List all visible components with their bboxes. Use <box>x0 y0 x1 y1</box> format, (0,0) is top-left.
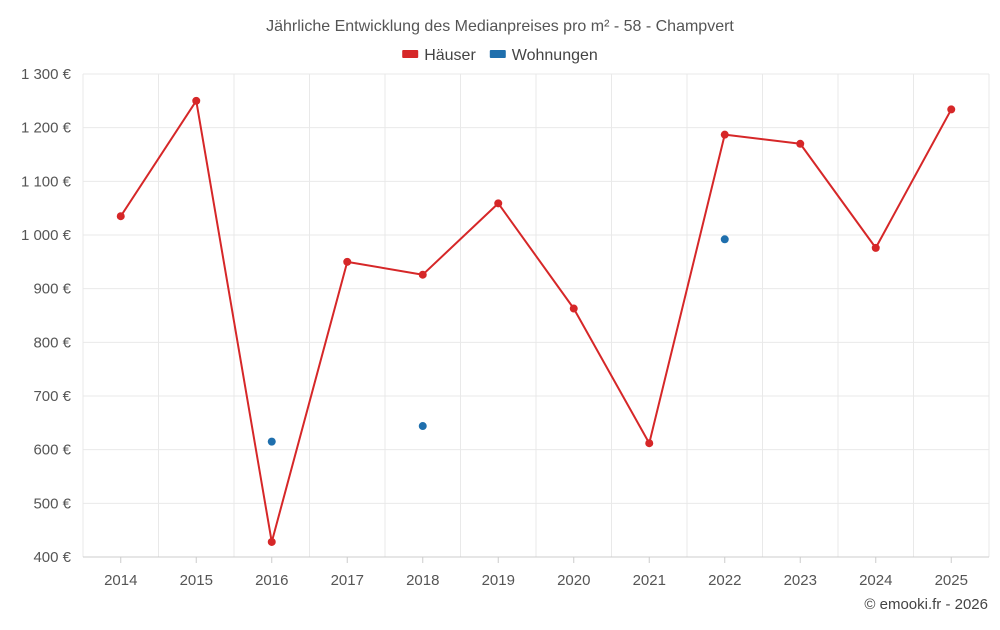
data-point[interactable] <box>494 199 503 208</box>
x-tick-label: 2014 <box>104 572 137 589</box>
y-tick-label: 500 € <box>33 495 71 512</box>
data-point[interactable] <box>418 422 427 431</box>
x-tick-label: 2020 <box>557 572 590 589</box>
y-tick-label: 1 000 € <box>21 227 72 244</box>
legend-swatch <box>402 50 419 58</box>
data-point[interactable] <box>267 537 276 546</box>
data-point[interactable] <box>720 130 729 139</box>
data-point[interactable] <box>720 235 729 244</box>
x-axis: 2014 2015 2016 2017 2018 2019 2020 2021 2022 2023… <box>83 556 989 589</box>
x-tick-label: 2015 <box>180 572 213 589</box>
legend: Häuser Wohnungen <box>402 47 598 64</box>
y-tick-label: 400 € <box>33 549 71 566</box>
data-point[interactable] <box>645 439 654 448</box>
series-1 <box>116 96 956 546</box>
x-tick-label: 2021 <box>633 572 666 589</box>
legend-swatch <box>489 50 506 58</box>
x-tick-label: 2017 <box>331 572 364 589</box>
data-point[interactable] <box>418 270 427 279</box>
y-tick-label: 1 100 € <box>21 173 72 190</box>
data-point[interactable] <box>871 243 880 252</box>
y-tick-label: 800 € <box>33 334 71 351</box>
x-tick-label: 2022 <box>708 572 741 589</box>
grid <box>82 73 990 558</box>
data-point[interactable] <box>947 105 956 114</box>
data-point[interactable] <box>796 139 805 148</box>
legend-item-2[interactable]: Wohnungen <box>489 47 598 64</box>
legend-item-1[interactable]: Häuser <box>402 47 476 64</box>
series-2 <box>267 235 729 446</box>
y-tick-label: 600 € <box>33 442 71 459</box>
y-tick-label: 700 € <box>33 388 71 405</box>
x-tick-label: 2025 <box>935 572 968 589</box>
x-tick-label: 2019 <box>482 572 515 589</box>
x-tick-label: 2016 <box>255 572 288 589</box>
credit-text: © emooki.fr - 2026 <box>864 596 988 613</box>
data-point[interactable] <box>569 304 578 313</box>
legend-label: Häuser <box>424 47 476 64</box>
y-axis: 400 € 500 € 600 € 700 € 800 € 900 € 1 000 € 1 1… <box>21 66 72 566</box>
data-point[interactable] <box>343 257 352 266</box>
y-tick-label: 900 € <box>33 281 71 298</box>
x-tick-label: 2023 <box>784 572 817 589</box>
series-line <box>119 99 953 543</box>
data-point[interactable] <box>192 96 201 105</box>
data-point[interactable] <box>267 437 276 446</box>
data-point[interactable] <box>116 212 125 221</box>
chart-title: Jährliche Entwicklung des Medianpreises … <box>266 18 734 35</box>
x-tick-label: 2018 <box>406 572 439 589</box>
y-tick-label: 1 300 € <box>21 66 72 83</box>
legend-label: Wohnungen <box>512 47 598 64</box>
series-layer <box>116 96 956 546</box>
x-tick-label: 2024 <box>859 572 892 589</box>
y-tick-label: 1 200 € <box>21 120 72 137</box>
